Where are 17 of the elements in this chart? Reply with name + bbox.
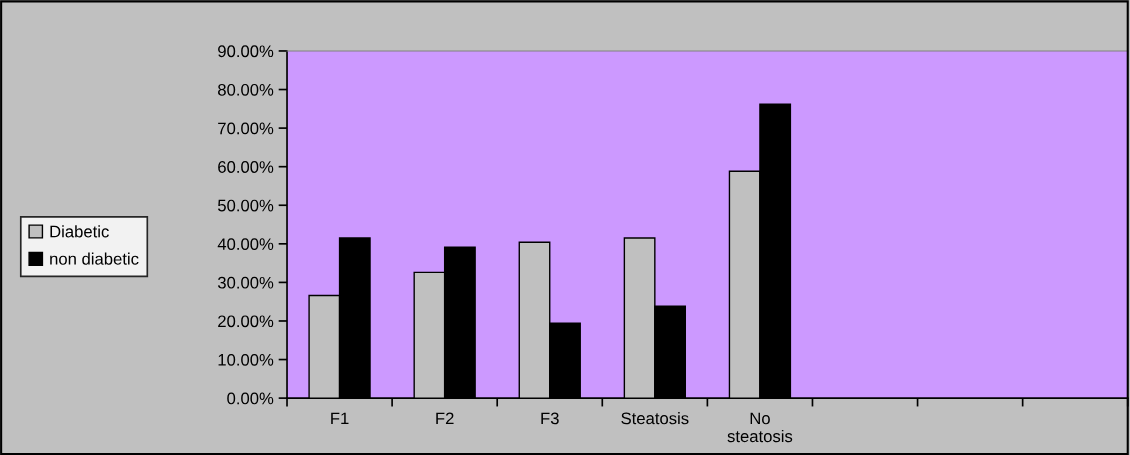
legend-label: non diabetic <box>50 252 139 265</box>
y-tick-label: 70.00% <box>218 122 274 135</box>
x-tick-label: F1 <box>331 412 349 425</box>
y-tick-label: 80.00% <box>218 83 274 96</box>
x-tick-label: F3 <box>541 412 559 425</box>
y-tick-label: 10.00% <box>218 353 274 366</box>
y-tick-label: 90.00% <box>218 45 274 58</box>
x-tick-label: F2 <box>436 412 454 425</box>
y-tick-label: 0.00% <box>227 392 274 405</box>
y-tick-label: 60.00% <box>218 161 274 173</box>
y-tick-label: 40.00% <box>217 238 274 251</box>
x-tick-label: Steatosis <box>621 412 689 425</box>
y-tick-label: 30.00% <box>217 276 274 289</box>
y-tick-label: 20.00% <box>218 315 274 328</box>
y-tick-label: 50.00% <box>217 199 274 212</box>
x-tick-label: No steatosis <box>727 412 793 443</box>
legend-label: Diabetic <box>50 225 109 238</box>
